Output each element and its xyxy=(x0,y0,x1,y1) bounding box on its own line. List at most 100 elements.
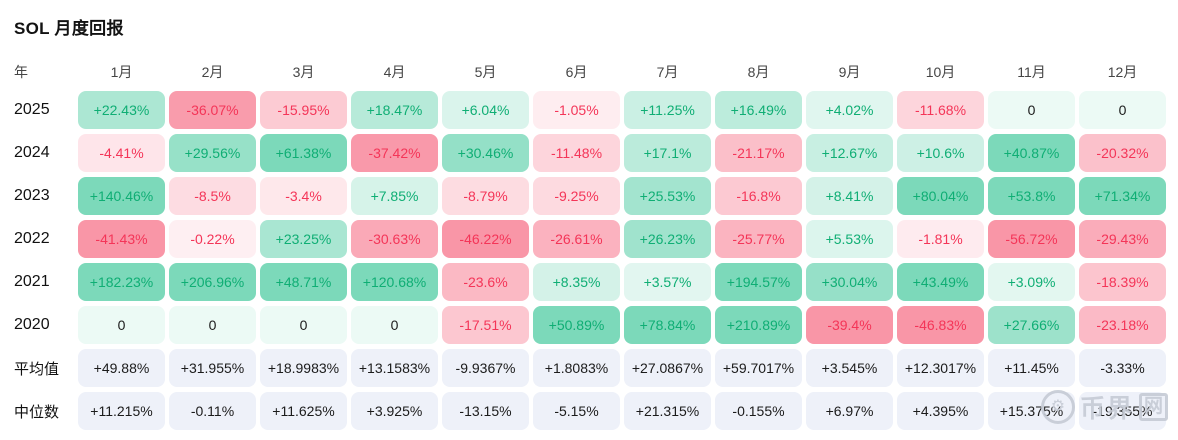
return-cell: +27.66% xyxy=(988,306,1075,344)
column-header-month: 12月 xyxy=(1107,64,1138,80)
return-cell: -3.4% xyxy=(260,177,347,215)
row-label: 2024 xyxy=(14,144,50,161)
return-cell: +12.67% xyxy=(806,134,893,172)
return-cell: +5.53% xyxy=(806,220,893,258)
return-cell: -20.32% xyxy=(1079,134,1166,172)
return-cell: +3.09% xyxy=(988,263,1075,301)
return-cell: +59.7017% xyxy=(715,349,802,387)
return-cell: -46.22% xyxy=(442,220,529,258)
column-header-month: 7月 xyxy=(656,64,679,80)
row-label: 2023 xyxy=(14,187,50,204)
return-cell: +3.925% xyxy=(351,392,438,430)
return-cell: -9.25% xyxy=(533,177,620,215)
return-cell: +22.43% xyxy=(78,91,165,129)
column-header-month: 3月 xyxy=(292,64,315,80)
return-cell: +30.04% xyxy=(806,263,893,301)
page-title: SOL 月度回报 xyxy=(14,19,124,38)
return-cell: +26.23% xyxy=(624,220,711,258)
return-cell: +8.41% xyxy=(806,177,893,215)
return-cell: +40.87% xyxy=(988,134,1075,172)
column-header-month: 10月 xyxy=(925,64,956,80)
return-cell: -19.355% xyxy=(1079,392,1166,430)
return-cell: -23.18% xyxy=(1079,306,1166,344)
return-cell: +4.395% xyxy=(897,392,984,430)
return-cell: +11.625% xyxy=(260,392,347,430)
return-cell: -5.15% xyxy=(533,392,620,430)
return-cell: +140.46% xyxy=(78,177,165,215)
return-cell: +23.25% xyxy=(260,220,347,258)
return-cell: 0 xyxy=(169,306,256,344)
return-cell: +30.46% xyxy=(442,134,529,172)
return-cell: -8.79% xyxy=(442,177,529,215)
column-header-month: 1月 xyxy=(110,64,133,80)
return-cell: -0.11% xyxy=(169,392,256,430)
return-cell: +31.955% xyxy=(169,349,256,387)
return-cell: +18.9983% xyxy=(260,349,347,387)
return-cell: +80.04% xyxy=(897,177,984,215)
return-cell: -11.68% xyxy=(897,91,984,129)
row-header-label: 年 xyxy=(14,64,28,80)
return-cell: +8.35% xyxy=(533,263,620,301)
return-cell: 0 xyxy=(260,306,347,344)
return-cell: +12.3017% xyxy=(897,349,984,387)
return-cell: +120.68% xyxy=(351,263,438,301)
column-header-month: 11月 xyxy=(1017,64,1046,80)
return-cell: +53.8% xyxy=(988,177,1075,215)
return-cell: 0 xyxy=(1079,91,1166,129)
return-cell: -17.51% xyxy=(442,306,529,344)
return-cell: +48.71% xyxy=(260,263,347,301)
return-cell: -3.33% xyxy=(1079,349,1166,387)
return-cell: -8.5% xyxy=(169,177,256,215)
column-header-month: 5月 xyxy=(474,64,497,80)
return-cell: +11.45% xyxy=(988,349,1075,387)
return-cell: +10.6% xyxy=(897,134,984,172)
return-cell: +27.0867% xyxy=(624,349,711,387)
return-cell: +29.56% xyxy=(169,134,256,172)
return-cell: +3.57% xyxy=(624,263,711,301)
row-label: 平均值 xyxy=(14,360,60,378)
return-cell: +49.88% xyxy=(78,349,165,387)
row-label: 2021 xyxy=(14,273,50,290)
return-cell: +21.315% xyxy=(624,392,711,430)
column-header-month: 4月 xyxy=(383,64,406,80)
return-cell: +15.375% xyxy=(988,392,1075,430)
return-cell: +11.25% xyxy=(624,91,711,129)
return-cell: +50.89% xyxy=(533,306,620,344)
row-label: 2025 xyxy=(14,101,50,118)
return-cell: +11.215% xyxy=(78,392,165,430)
return-cell: -46.83% xyxy=(897,306,984,344)
return-cell: -26.61% xyxy=(533,220,620,258)
return-cell: -4.41% xyxy=(78,134,165,172)
return-cell: +16.49% xyxy=(715,91,802,129)
return-cell: -0.155% xyxy=(715,392,802,430)
return-cell: -41.43% xyxy=(78,220,165,258)
return-cell: -23.6% xyxy=(442,263,529,301)
return-cell: +61.38% xyxy=(260,134,347,172)
row-label: 2022 xyxy=(14,230,50,247)
return-cell: 0 xyxy=(988,91,1075,129)
return-cell: -36.07% xyxy=(169,91,256,129)
column-header-month: 8月 xyxy=(747,64,770,80)
returns-grid: 年 1月 2月 3月 4月 5月 6月 7月 8月 9月 10月 11月 12月 2025 +22.43% -… xyxy=(12,58,1166,430)
row-label: 中位数 xyxy=(14,403,60,421)
return-cell: +71.34% xyxy=(1079,177,1166,215)
return-cell: -39.4% xyxy=(806,306,893,344)
return-cell: -37.42% xyxy=(351,134,438,172)
return-cell: 0 xyxy=(78,306,165,344)
return-cell: -11.48% xyxy=(533,134,620,172)
return-cell: +43.49% xyxy=(897,263,984,301)
return-cell: -0.22% xyxy=(169,220,256,258)
row-label: 2020 xyxy=(14,316,50,333)
return-cell: -25.77% xyxy=(715,220,802,258)
return-cell: +194.57% xyxy=(715,263,802,301)
return-cell: +4.02% xyxy=(806,91,893,129)
return-cell: -30.63% xyxy=(351,220,438,258)
return-cell: +7.85% xyxy=(351,177,438,215)
return-cell: +6.04% xyxy=(442,91,529,129)
return-cell: +3.545% xyxy=(806,349,893,387)
return-cell: -29.43% xyxy=(1079,220,1166,258)
return-cell: +6.97% xyxy=(806,392,893,430)
return-cell: -1.05% xyxy=(533,91,620,129)
column-header-month: 9月 xyxy=(838,64,861,80)
